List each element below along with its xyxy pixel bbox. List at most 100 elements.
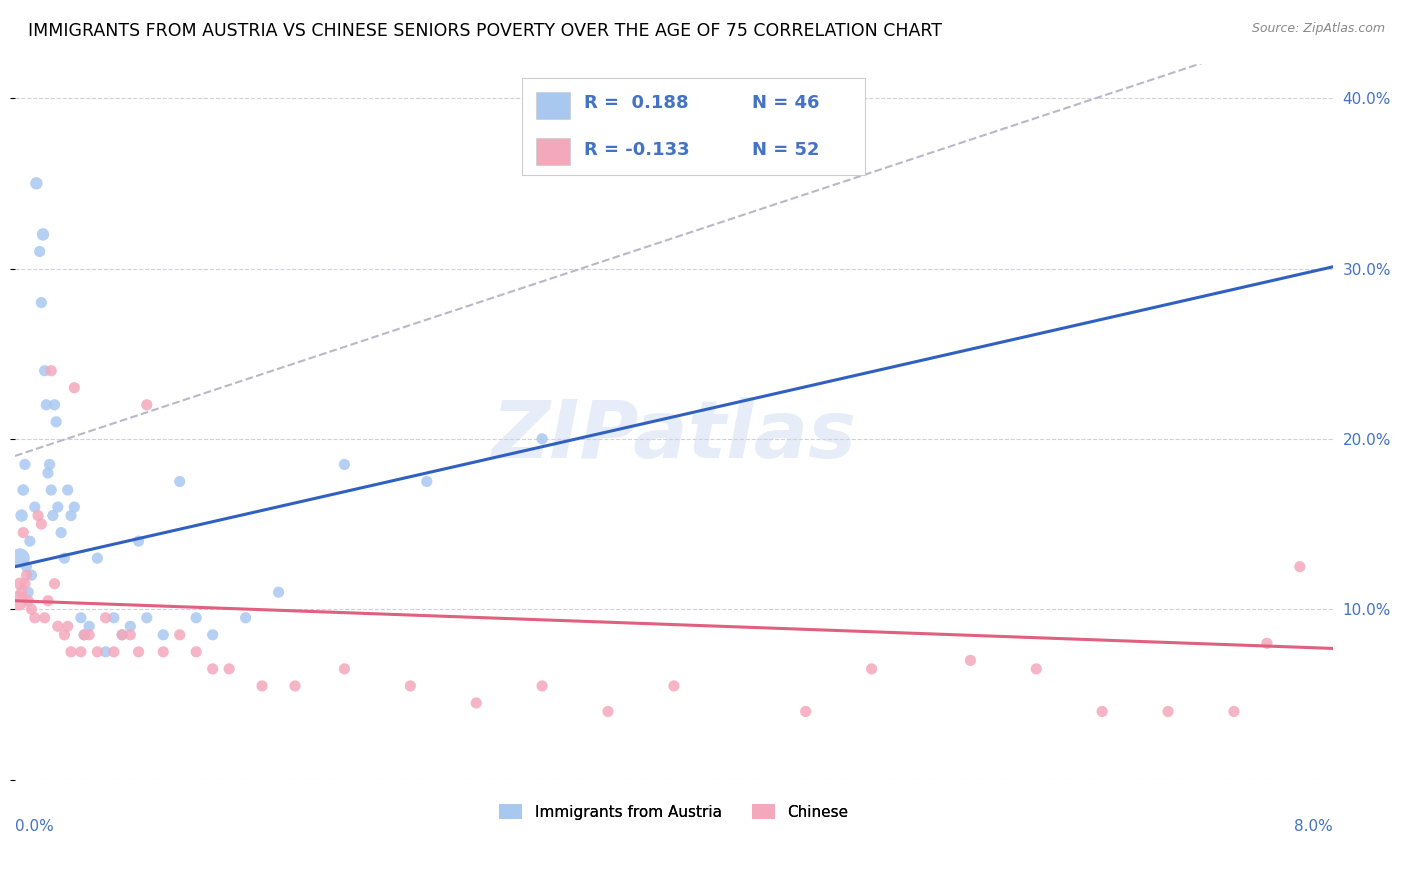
Point	[333, 662, 356, 676]
Text: 8.0%: 8.0%	[1294, 819, 1333, 834]
Point	[38, 458, 60, 472]
Text: ZIPatlas: ZIPatlas	[491, 397, 856, 475]
Point	[34, 364, 56, 378]
Point	[399, 679, 422, 693]
Point	[73, 628, 96, 642]
Point	[37, 593, 59, 607]
Point	[24, 500, 46, 514]
Point	[103, 645, 125, 659]
Point	[53, 628, 76, 642]
Point	[284, 679, 307, 693]
Point	[56, 619, 79, 633]
Point	[63, 500, 86, 514]
Point	[10, 508, 32, 523]
Point	[531, 679, 554, 693]
Point	[18, 534, 41, 549]
Point	[111, 628, 134, 642]
Point	[15, 568, 38, 582]
Text: Source: ZipAtlas.com: Source: ZipAtlas.com	[1251, 22, 1385, 36]
Point	[63, 381, 86, 395]
Point	[135, 611, 157, 625]
Point	[128, 534, 150, 549]
Point	[860, 662, 883, 676]
Point	[416, 475, 439, 489]
Point	[1157, 705, 1180, 719]
Text: IMMIGRANTS FROM AUSTRIA VS CHINESE SENIORS POVERTY OVER THE AGE OF 75 CORRELATIO: IMMIGRANTS FROM AUSTRIA VS CHINESE SENIO…	[28, 22, 942, 40]
Point	[1091, 705, 1114, 719]
Point	[152, 645, 174, 659]
Point	[152, 628, 174, 642]
Point	[39, 364, 62, 378]
Point	[35, 398, 58, 412]
Point	[56, 483, 79, 497]
Point	[46, 619, 69, 633]
Point	[45, 415, 67, 429]
Point	[70, 645, 93, 659]
Point	[60, 645, 83, 659]
Point	[77, 619, 100, 633]
Point	[169, 475, 191, 489]
Point	[1288, 559, 1310, 574]
Point	[24, 611, 46, 625]
Point	[201, 662, 224, 676]
Point	[201, 628, 224, 642]
Point	[333, 458, 356, 472]
Point	[13, 483, 35, 497]
Point	[169, 628, 191, 642]
Point	[70, 611, 93, 625]
Point	[250, 679, 273, 693]
Point	[46, 500, 69, 514]
Point	[959, 653, 981, 667]
Point	[44, 576, 66, 591]
Point	[39, 483, 62, 497]
Point	[73, 628, 96, 642]
Point	[53, 551, 76, 566]
Point	[37, 466, 59, 480]
Point	[14, 458, 37, 472]
Point	[120, 619, 142, 633]
Point	[15, 559, 38, 574]
Point	[27, 508, 49, 523]
Point	[10, 585, 32, 599]
Point	[8, 551, 31, 566]
Point	[186, 611, 208, 625]
Point	[86, 645, 108, 659]
Point	[111, 628, 134, 642]
Text: 0.0%: 0.0%	[15, 819, 53, 834]
Point	[8, 576, 31, 591]
Point	[120, 628, 142, 642]
Point	[235, 611, 257, 625]
Point	[28, 244, 51, 259]
Point	[596, 705, 619, 719]
Point	[77, 628, 100, 642]
Point	[20, 568, 42, 582]
Point	[30, 295, 52, 310]
Point	[531, 432, 554, 446]
Point	[103, 611, 125, 625]
Point	[17, 593, 39, 607]
Point	[60, 508, 83, 523]
Point	[14, 576, 37, 591]
Point	[32, 227, 55, 242]
Point	[20, 602, 42, 616]
Point	[25, 177, 48, 191]
Point	[94, 611, 117, 625]
Point	[662, 679, 685, 693]
Point	[44, 398, 66, 412]
Point	[86, 551, 108, 566]
Point	[186, 645, 208, 659]
Point	[794, 705, 817, 719]
Point	[42, 508, 65, 523]
Point	[94, 645, 117, 659]
Point	[267, 585, 290, 599]
Point	[128, 645, 150, 659]
Point	[30, 517, 52, 532]
Point	[7, 593, 30, 607]
Point	[465, 696, 488, 710]
Point	[218, 662, 240, 676]
Point	[1223, 705, 1246, 719]
Legend: Immigrants from Austria, Chinese: Immigrants from Austria, Chinese	[494, 797, 855, 826]
Point	[49, 525, 72, 540]
Point	[135, 398, 157, 412]
Point	[1025, 662, 1047, 676]
